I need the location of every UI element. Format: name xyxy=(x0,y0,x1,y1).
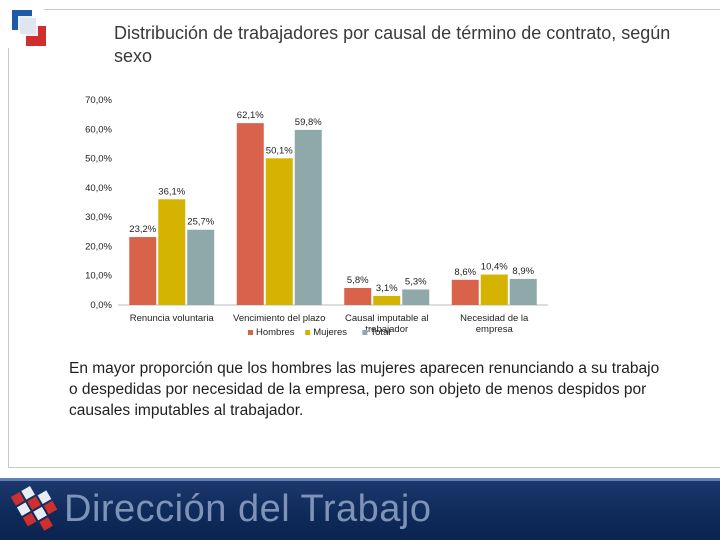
bar-hombres xyxy=(451,279,479,305)
y-tick-label: 0,0% xyxy=(90,300,112,311)
bar-total xyxy=(187,229,215,305)
bar-value-label: 3,1% xyxy=(376,283,398,294)
y-tick-label: 10,0% xyxy=(85,271,112,282)
bar-value-label: 8,6% xyxy=(454,267,476,278)
bar-chart: 0,0% 10,0% 20,0% 30,0% 40,0% 50,0% 60,0% 70,0% 2… xyxy=(85,95,548,338)
bar-mujeres xyxy=(265,158,293,305)
bar-hombres xyxy=(344,288,372,305)
bar-value-label: 25,7% xyxy=(187,217,214,228)
legend-swatch-hombres xyxy=(248,330,253,335)
legend-label: Hombres xyxy=(256,327,295,338)
bar-value-label: 23,2% xyxy=(129,224,156,235)
y-tick-label: 50,0% xyxy=(85,154,112,165)
bar-value-label: 5,8% xyxy=(347,275,369,286)
y-tick-label: 30,0% xyxy=(85,212,112,223)
legend-swatch-total xyxy=(362,330,368,335)
bar-mujeres xyxy=(373,295,401,305)
y-tick-label: 70,0% xyxy=(85,95,112,106)
bar-hombres xyxy=(129,237,157,305)
y-tick-label: 60,0% xyxy=(85,124,112,135)
bar-value-label: 5,3% xyxy=(405,276,427,287)
chart-title: Distribución de trabajadores por causal … xyxy=(114,23,671,66)
bar-total xyxy=(294,129,322,305)
frame-top-line xyxy=(44,9,720,10)
caption-text: En mayor proporción que los hombres las … xyxy=(69,360,660,419)
bar-mujeres xyxy=(158,199,186,305)
bar-value-label: 62,1% xyxy=(237,110,264,121)
y-tick-label: 20,0% xyxy=(85,241,112,252)
bar-value-label: 8,9% xyxy=(512,266,534,277)
x-category-label: Vencimiento del plazo xyxy=(233,313,325,324)
bar-value-label: 10,4% xyxy=(481,262,508,273)
footer-bar xyxy=(0,478,720,540)
frame-bottom-line xyxy=(8,467,720,468)
footer-accent-line xyxy=(0,478,720,481)
footer-brand-text: Dirección del Trabajo xyxy=(64,488,432,530)
legend-label: Mujeres xyxy=(313,327,347,338)
x-category-label: Causal imputable al xyxy=(345,313,428,324)
legend-label: Total xyxy=(370,327,390,338)
bar-value-label: 36,1% xyxy=(158,186,185,197)
bar-total xyxy=(402,289,430,305)
x-category-label: Necesidad de la xyxy=(460,313,529,324)
brand-logo-icon xyxy=(10,485,58,531)
x-category-label: trabajador xyxy=(365,324,408,335)
x-category-label: empresa xyxy=(476,324,514,335)
bar-total xyxy=(509,278,537,305)
x-category-label: Renuncia voluntaria xyxy=(130,313,215,324)
y-tick-label: 40,0% xyxy=(85,183,112,194)
bar-value-label: 59,8% xyxy=(295,117,322,128)
bar-value-label: 50,1% xyxy=(266,145,293,156)
frame-left-line xyxy=(8,48,9,468)
bar-hombres xyxy=(236,123,264,305)
bar-mujeres xyxy=(480,274,508,305)
corner-logo-icon xyxy=(12,10,46,46)
legend-swatch-mujeres xyxy=(305,330,311,335)
